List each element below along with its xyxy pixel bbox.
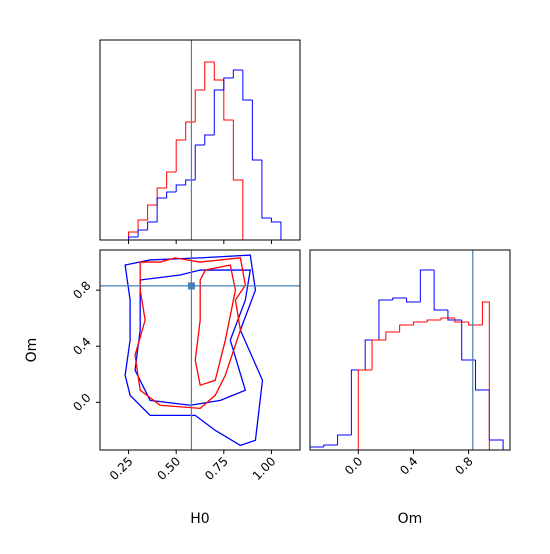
histogram-step	[468, 322, 483, 326]
histogram-step	[461, 320, 476, 361]
x-axis-label: Om	[398, 511, 423, 527]
histogram-step	[426, 319, 442, 322]
histogram-step	[147, 204, 158, 220]
histogram-step	[323, 444, 338, 447]
histogram-step	[166, 191, 177, 198]
truth-marker	[187, 282, 195, 290]
histogram-step	[433, 270, 448, 311]
panel-marks	[128, 40, 282, 240]
histogram-step	[156, 187, 167, 205]
histogram-step	[406, 298, 421, 303]
panel-marks	[310, 250, 504, 450]
histogram-step	[392, 297, 407, 300]
histogram-step	[251, 100, 262, 161]
histogram-step	[213, 89, 224, 135]
contour	[134, 257, 247, 410]
contour	[194, 264, 237, 387]
panel-frame	[99, 249, 301, 451]
histogram-step	[454, 318, 469, 323]
histogram-step	[166, 171, 177, 188]
histogram-step	[242, 70, 253, 101]
histogram-step	[419, 269, 435, 302]
histogram-step	[412, 321, 428, 325]
x-tick-label: 0.4	[397, 454, 420, 477]
panel-marks	[100, 250, 300, 450]
x-tick-label: 0.8	[452, 454, 475, 477]
histogram-step	[204, 134, 215, 145]
histogram-step	[213, 62, 224, 81]
histogram-step	[310, 446, 324, 450]
histogram-step	[440, 317, 455, 320]
y-tick-label: 0.8	[70, 278, 93, 301]
x-tick-label: 0.50	[155, 454, 184, 483]
histogram-step	[337, 434, 352, 445]
histogram-step	[194, 89, 205, 122]
histogram-step	[357, 369, 373, 450]
histogram-step	[147, 221, 158, 230]
x-tick-label: 0.0	[342, 454, 365, 477]
contour	[124, 254, 264, 447]
contour	[134, 269, 252, 406]
histogram-step	[128, 236, 139, 240]
histogram-step	[194, 144, 205, 180]
histogram-step	[156, 197, 167, 222]
x-tick-label: 1.00	[250, 454, 279, 483]
histogram-step	[175, 139, 186, 172]
histogram-step	[137, 229, 148, 237]
histogram-step	[185, 121, 196, 140]
x-tick-label: 0.75	[202, 454, 231, 483]
histogram-step	[270, 218, 282, 240]
y-axis-label: Om	[24, 338, 40, 363]
x-axis-label: H0	[190, 511, 209, 527]
panel-frame	[99, 39, 301, 241]
histogram-step	[223, 77, 234, 90]
histogram-step	[223, 80, 234, 121]
panel-frame	[309, 249, 511, 451]
y-tick-label: 0.0	[70, 391, 93, 414]
x-tick-label: 0.25	[107, 454, 136, 483]
histogram-step	[481, 301, 490, 450]
histogram-step	[378, 299, 393, 340]
histogram-step	[447, 310, 462, 321]
histogram-step	[137, 219, 148, 232]
histogram-step	[475, 360, 490, 391]
histogram-step	[185, 179, 196, 185]
y-tick-label: 0.4	[70, 335, 93, 358]
histogram-step	[371, 339, 386, 370]
histogram-step	[261, 160, 272, 219]
histogram-step	[128, 231, 139, 240]
histogram-step	[399, 324, 414, 332]
histogram-step	[385, 331, 400, 340]
histogram-step	[232, 120, 244, 240]
histogram-step	[488, 390, 504, 450]
histogram-step	[232, 69, 243, 78]
histogram-step	[204, 61, 215, 90]
histogram-step	[175, 184, 186, 192]
